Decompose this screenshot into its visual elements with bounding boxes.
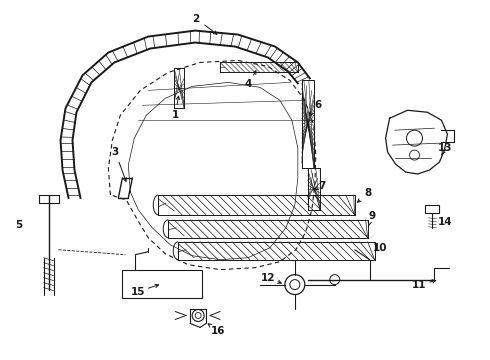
Bar (122, 270, 202, 298)
Text: 14: 14 (438, 217, 453, 227)
Text: 9: 9 (368, 211, 375, 221)
Text: 6: 6 (314, 100, 321, 110)
Text: 5: 5 (15, 220, 22, 230)
Text: 2: 2 (193, 14, 200, 24)
Text: 4: 4 (245, 79, 252, 89)
Text: 11: 11 (412, 280, 427, 289)
Text: 1: 1 (172, 110, 179, 120)
Text: 3: 3 (112, 147, 119, 157)
Text: 7: 7 (318, 181, 325, 191)
Text: 12: 12 (261, 273, 275, 283)
Text: 10: 10 (372, 243, 387, 253)
Text: 15: 15 (131, 287, 146, 297)
Bar (425, 205, 440, 213)
Text: 13: 13 (438, 143, 453, 153)
Text: 8: 8 (364, 188, 371, 198)
Text: 16: 16 (211, 327, 225, 336)
